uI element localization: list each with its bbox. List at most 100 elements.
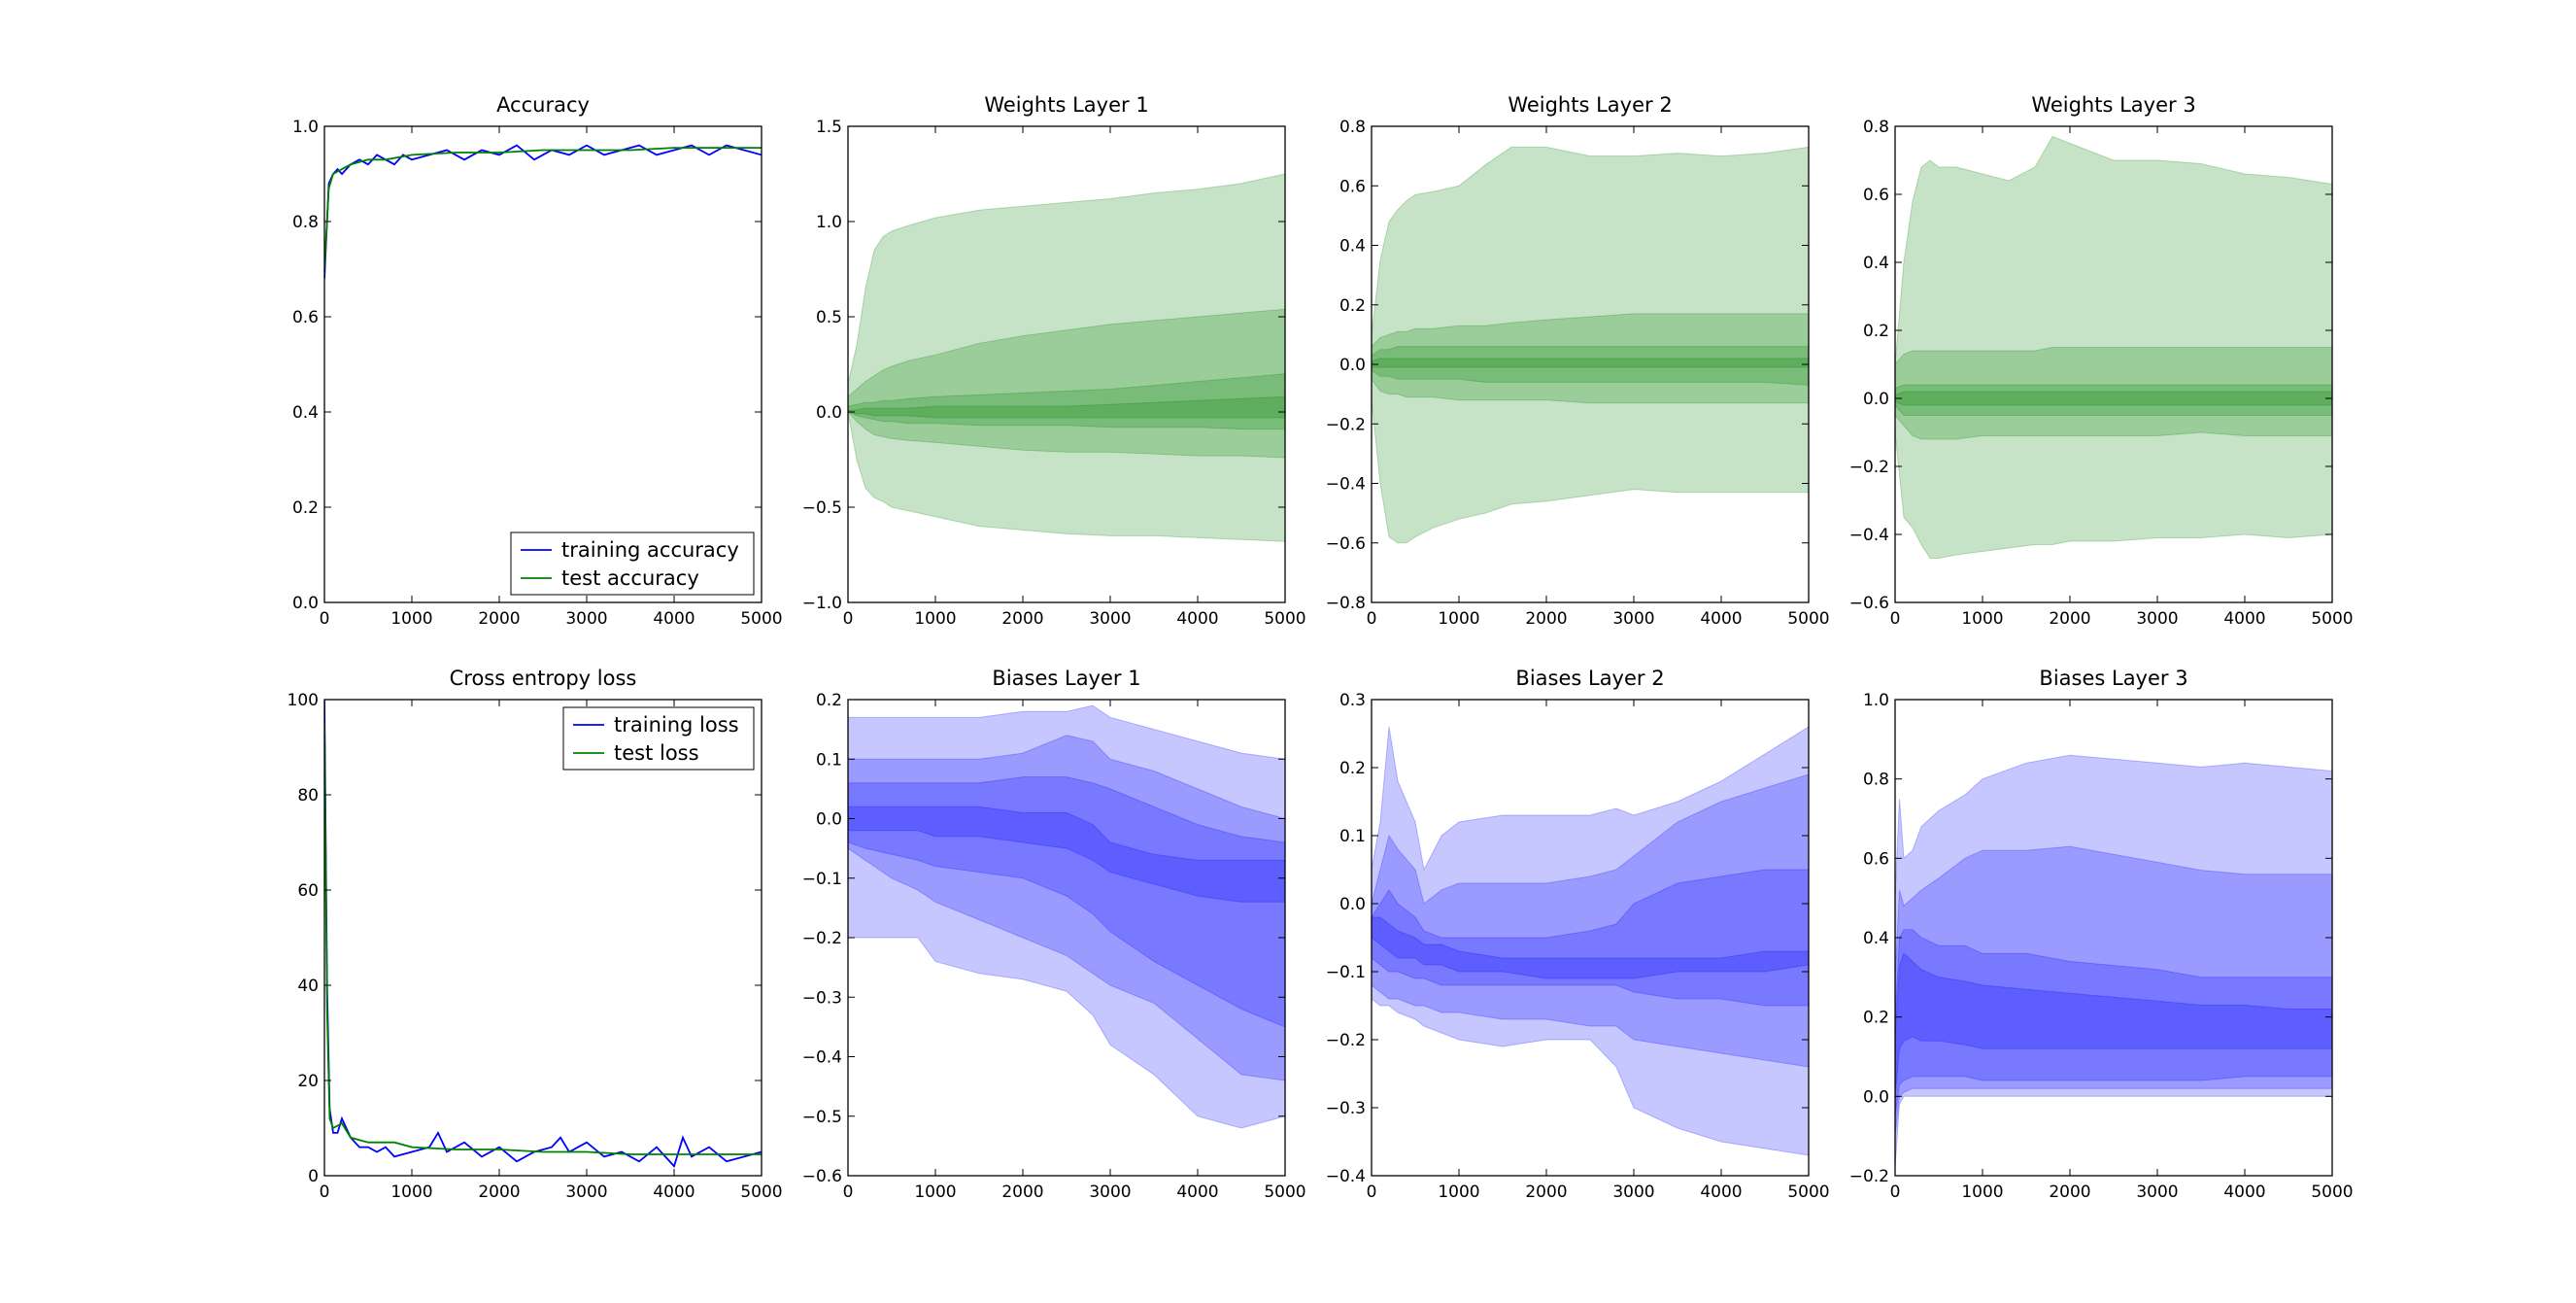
y-tick-label: 0.2	[816, 691, 842, 710]
chart-title: Biases Layer 3	[2039, 667, 2187, 690]
series-line-2	[324, 723, 762, 1155]
plot-area	[1372, 146, 1809, 544]
chart-title: Biases Layer 1	[992, 667, 1140, 690]
band-3	[1895, 384, 2332, 416]
band-3	[1372, 346, 1809, 386]
legend-label: training accuracy	[561, 538, 739, 562]
axes-frame	[1894, 125, 2333, 603]
y-tick-label: 0.8	[1863, 118, 1889, 137]
band-1	[1372, 146, 1809, 544]
legend: training loss test loss	[562, 706, 755, 771]
y-tick-label: 0.0	[1863, 1087, 1889, 1107]
x-tick-label: 4000	[653, 1183, 695, 1202]
y-tick-label: −0.5	[802, 498, 842, 518]
panel-weights3: Weights Layer 3 0 1000 2000 3000 4000 5000 −0.6…	[1849, 93, 2354, 629]
y-tick-label: 0.4	[292, 403, 319, 423]
y-tick-label: 0.0	[292, 594, 319, 613]
axes-frame	[323, 125, 763, 603]
x-tick-label: 4000	[1176, 1183, 1218, 1202]
y-tick-label: 80	[297, 786, 319, 806]
y-tick-label: −0.3	[1326, 1099, 1366, 1118]
y-tick-label: −0.4	[1326, 1167, 1366, 1186]
y-tick-label: 0.1	[1339, 827, 1366, 846]
y-tick-label: 0.4	[1863, 254, 1889, 273]
chart-title: Accuracy	[496, 93, 590, 117]
y-tick-label: −0.2	[1326, 415, 1366, 434]
x-tick-label: 1000	[390, 609, 432, 629]
x-tick-label: 3000	[1612, 609, 1654, 629]
x-tick-label: 3000	[565, 609, 607, 629]
legend-label: test loss	[614, 741, 699, 765]
panel-accuracy: Accuracy 0 1000 2000 3000 4000 5000 0.0 0.2 0.4 0.…	[292, 93, 783, 629]
y-tick-label: 1.0	[292, 118, 319, 137]
y-tick-label: 40	[297, 977, 319, 996]
y-tick-label: −0.3	[802, 988, 842, 1008]
x-tick-label: 2000	[2049, 1183, 2090, 1202]
x-tick-label: 3000	[2136, 1183, 2178, 1202]
x-tick-label: 5000	[1264, 609, 1305, 629]
legend-label: test accuracy	[561, 566, 699, 590]
band-2	[1372, 773, 1809, 1068]
band-3	[1372, 869, 1809, 1007]
chart-title: Biases Layer 2	[1515, 667, 1664, 690]
series-line-1	[324, 144, 762, 279]
x-tick-label: 4000	[1176, 609, 1218, 629]
x-tick-label: 5000	[740, 609, 782, 629]
plot-area	[324, 700, 762, 1168]
x-tick-label: 5000	[2311, 609, 2353, 629]
band-1	[1895, 754, 2332, 1168]
legend-box	[510, 531, 755, 596]
panel-biases3: Biases Layer 3 0 1000 2000 3000 4000 5000 −0.2 0…	[1849, 667, 2354, 1202]
band-3	[1895, 929, 2332, 1116]
band-1	[1372, 726, 1809, 1156]
x-tick-label: 3000	[1089, 609, 1131, 629]
y-tick-label: −0.1	[1326, 963, 1366, 982]
x-tick-label: 5000	[1787, 609, 1829, 629]
band-2	[1895, 347, 2332, 440]
x-tick-label: 2000	[478, 1183, 520, 1202]
band-2	[848, 308, 1285, 459]
y-tick-label: 0.8	[292, 213, 319, 232]
band-2	[1895, 845, 2332, 1137]
x-tick-label: 3000	[1612, 1183, 1654, 1202]
band-4	[848, 395, 1285, 419]
x-tick-label: 1000	[914, 1183, 956, 1202]
y-tick-label: −0.8	[1326, 594, 1366, 613]
y-tick-label: 0.4	[1863, 929, 1889, 948]
y-tick-label: −0.6	[802, 1167, 842, 1186]
y-tick-label: 1.0	[816, 213, 842, 232]
y-tick-label: 0.6	[292, 308, 319, 327]
y-tick-label: 0.4	[1339, 237, 1366, 257]
x-tick-label: 0	[843, 609, 854, 629]
y-tick-label: 0.0	[1339, 356, 1366, 375]
band-1	[848, 173, 1285, 542]
band-4	[1372, 916, 1809, 979]
plot-area	[324, 144, 762, 279]
y-tick-label: 0.5	[816, 308, 842, 327]
x-tick-label: 2000	[478, 609, 520, 629]
band-1	[848, 704, 1285, 1129]
panel-loss: Cross entropy loss 0 1000 2000 3000 4000 5000 0…	[288, 667, 783, 1202]
x-tick-label: 3000	[2136, 609, 2178, 629]
x-tick-label: 3000	[565, 1183, 607, 1202]
y-tick-label: −0.6	[1849, 594, 1889, 613]
chart-title: Weights Layer 2	[1508, 93, 1672, 117]
y-tick-label: −0.6	[1326, 534, 1366, 554]
y-tick-label: 0.6	[1863, 849, 1889, 869]
y-tick-label: 1.5	[816, 118, 842, 137]
y-tick-label: 0.2	[1339, 759, 1366, 778]
y-tick-label: 0.1	[816, 750, 842, 770]
legend-box	[562, 706, 755, 771]
x-tick-label: 1000	[1961, 609, 2003, 629]
y-tick-label: 0	[308, 1167, 319, 1186]
y-tick-label: −0.4	[802, 1048, 842, 1068]
x-tick-label: 4000	[653, 609, 695, 629]
y-tick-label: 0.2	[1863, 1009, 1889, 1028]
legend-label: training loss	[614, 713, 739, 737]
y-tick-label: 0.2	[1863, 322, 1889, 341]
x-tick-label: 0	[1890, 609, 1901, 629]
x-tick-label: 5000	[1264, 1183, 1305, 1202]
y-tick-label: −0.1	[802, 870, 842, 889]
band-4	[1895, 391, 2332, 406]
band-3	[848, 776, 1285, 1028]
